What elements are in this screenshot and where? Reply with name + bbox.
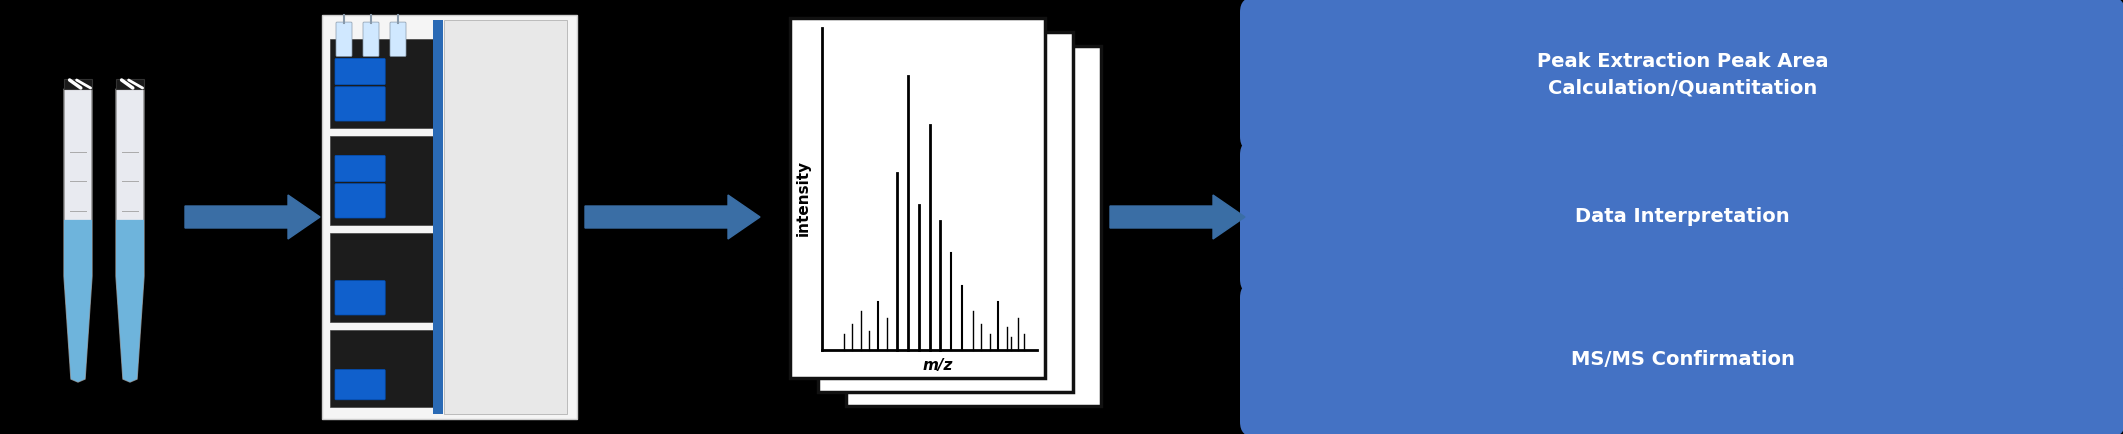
FancyBboxPatch shape [391,22,405,56]
PathPatch shape [64,220,91,382]
PathPatch shape [117,220,144,382]
FancyArrow shape [586,195,760,239]
FancyBboxPatch shape [1240,0,2123,151]
FancyBboxPatch shape [817,32,1072,392]
FancyBboxPatch shape [329,39,437,128]
FancyBboxPatch shape [433,20,444,414]
FancyBboxPatch shape [335,369,384,400]
FancyBboxPatch shape [335,184,384,218]
Text: MS/MS Confirmation: MS/MS Confirmation [1571,350,1794,369]
PathPatch shape [117,89,144,382]
FancyBboxPatch shape [329,233,437,322]
FancyBboxPatch shape [117,79,144,89]
FancyBboxPatch shape [335,281,384,315]
FancyBboxPatch shape [335,22,352,56]
FancyBboxPatch shape [335,87,384,121]
FancyBboxPatch shape [64,79,91,89]
FancyBboxPatch shape [323,15,577,419]
FancyBboxPatch shape [329,136,437,225]
FancyBboxPatch shape [845,46,1102,406]
Text: Data Interpretation: Data Interpretation [1575,207,1790,227]
FancyBboxPatch shape [335,155,384,182]
FancyBboxPatch shape [363,22,380,56]
FancyBboxPatch shape [1240,140,2123,294]
FancyBboxPatch shape [790,18,1045,378]
FancyArrow shape [1110,195,1244,239]
FancyBboxPatch shape [1240,283,2123,434]
Text: Peak Extraction Peak Area
Calculation/Quantitation: Peak Extraction Peak Area Calculation/Qu… [1537,52,1828,97]
FancyBboxPatch shape [329,330,437,407]
FancyBboxPatch shape [335,59,384,85]
PathPatch shape [64,89,91,382]
FancyBboxPatch shape [444,20,567,414]
Text: m/z: m/z [924,358,953,373]
Text: intensity: intensity [796,160,811,236]
FancyArrow shape [185,195,321,239]
